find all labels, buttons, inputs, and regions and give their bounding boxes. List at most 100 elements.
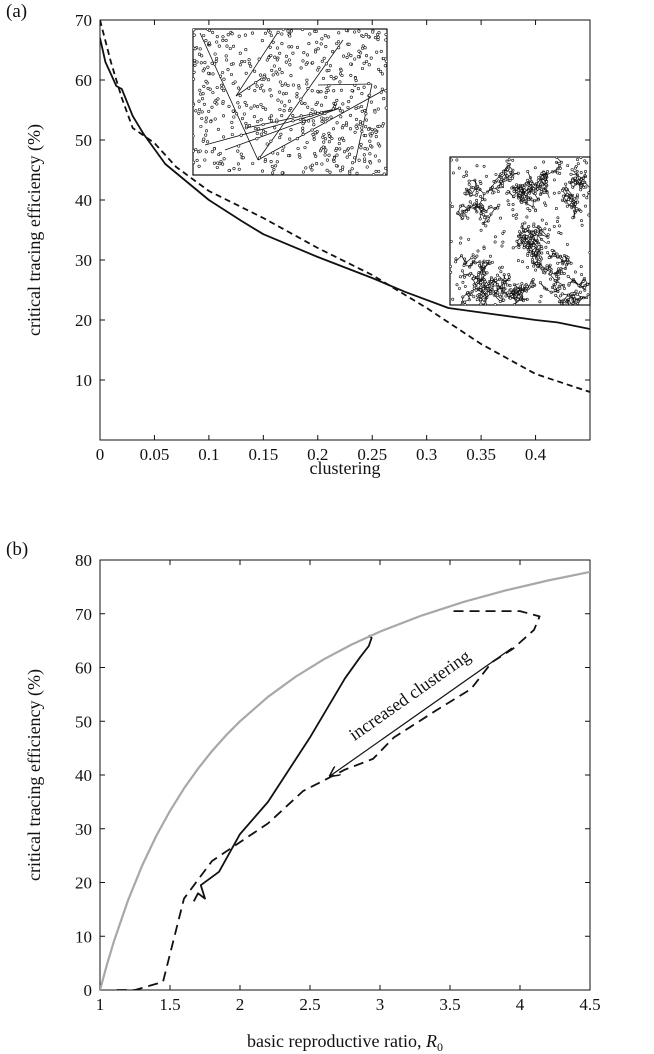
inset-random-node bbox=[274, 164, 278, 168]
inset-cluster-node bbox=[463, 284, 467, 288]
inset-cluster-node bbox=[475, 191, 479, 195]
inset-random-node bbox=[347, 42, 351, 46]
inset-cluster-node bbox=[501, 240, 505, 244]
inset-cluster-node bbox=[526, 170, 530, 174]
panel-b-xtick-label: 2 bbox=[236, 995, 245, 1014]
inset-cluster-node bbox=[579, 188, 583, 192]
clustering-annotation-text: increased clustering bbox=[345, 646, 474, 745]
inset-cluster-node bbox=[562, 272, 566, 275]
inset-cluster-node bbox=[556, 220, 559, 223]
inset-random-node bbox=[276, 98, 280, 102]
inset-random-node bbox=[327, 134, 331, 138]
inset-random-node bbox=[319, 147, 324, 151]
inset-random-node bbox=[284, 54, 289, 58]
inset-cluster-node bbox=[581, 180, 585, 184]
inset-cluster-node bbox=[507, 158, 511, 162]
inset-random-node bbox=[236, 86, 241, 90]
inset-random-node bbox=[380, 72, 384, 76]
inset-cluster-node bbox=[474, 288, 478, 292]
inset-random-node bbox=[326, 35, 330, 39]
inset-random-node bbox=[231, 44, 236, 48]
inset-random-node bbox=[244, 121, 248, 125]
inset-cluster-node bbox=[481, 287, 485, 291]
inset-random-node bbox=[377, 124, 381, 128]
inset-random-node bbox=[288, 63, 292, 67]
inset-cluster-node bbox=[535, 232, 539, 236]
inset-cluster-node bbox=[538, 281, 542, 285]
inset-random-node bbox=[247, 58, 251, 62]
inset-random-node bbox=[306, 105, 310, 109]
inset-random-node bbox=[241, 156, 245, 160]
inset-random-node bbox=[360, 92, 364, 96]
inset-cluster-node bbox=[498, 266, 502, 270]
inset-random-node bbox=[367, 82, 371, 86]
inset-random-node bbox=[322, 140, 326, 144]
inset-random-node bbox=[276, 72, 280, 76]
inset-random-node bbox=[304, 166, 308, 170]
inset-random-node bbox=[222, 77, 226, 81]
inset-random-node bbox=[203, 61, 207, 65]
inset-random-node bbox=[295, 92, 299, 96]
inset-random-node bbox=[339, 169, 343, 173]
inset-random-node bbox=[295, 137, 299, 141]
inset-cluster-link bbox=[558, 146, 560, 151]
inset-cluster-link bbox=[553, 130, 558, 137]
inset-random-node bbox=[311, 119, 315, 123]
inset-random-node bbox=[279, 132, 283, 136]
inset-random-node bbox=[338, 72, 343, 76]
inset-random-node bbox=[365, 147, 369, 151]
inset-cluster-node bbox=[540, 171, 544, 175]
inset-random-node bbox=[333, 102, 338, 106]
inset-random-node bbox=[351, 161, 355, 165]
inset-cluster-node bbox=[490, 260, 494, 264]
inset-cluster-node bbox=[584, 185, 588, 189]
panel-b-ylabel: critical tracing efficiency (%) bbox=[24, 669, 45, 881]
inset-cluster-node bbox=[557, 145, 559, 147]
inset-cluster-node bbox=[563, 298, 567, 302]
inset-random-node bbox=[313, 50, 318, 54]
inset-cluster-link bbox=[604, 280, 609, 286]
inset-cluster-node bbox=[562, 287, 566, 290]
inset-random-node bbox=[193, 103, 195, 107]
inset-cluster-node bbox=[571, 178, 575, 182]
inset-random-node bbox=[332, 77, 336, 81]
inset-cluster-node bbox=[482, 271, 486, 275]
inset-cluster-node bbox=[543, 227, 547, 231]
inset-random-node bbox=[354, 106, 358, 110]
inset-cluster-node bbox=[537, 175, 541, 179]
inset-cluster-node bbox=[525, 235, 529, 239]
panel-b-ytick-label: 30 bbox=[75, 820, 92, 839]
inset-random-node bbox=[283, 82, 287, 86]
panel-a-xtick-label: 0.05 bbox=[140, 445, 170, 464]
inset-random-node bbox=[309, 113, 313, 118]
inset-random-node bbox=[339, 88, 343, 92]
inset-random-node bbox=[286, 83, 290, 88]
inset-cluster-node bbox=[531, 278, 535, 282]
inset-cluster-node bbox=[472, 204, 476, 208]
inset-random-node bbox=[302, 51, 306, 55]
inset-cluster-node bbox=[558, 294, 562, 298]
inset-random-node bbox=[301, 126, 305, 130]
inset-cluster-node bbox=[536, 256, 540, 260]
panel-b-ytick-label: 20 bbox=[75, 874, 92, 893]
clustering-arrow bbox=[330, 647, 513, 776]
inset-random-node bbox=[193, 77, 196, 81]
inset-random-node bbox=[324, 137, 328, 141]
inset-random-node bbox=[357, 29, 361, 33]
inset-random-node bbox=[275, 58, 279, 62]
inset-random-node bbox=[245, 124, 249, 128]
inset-random-node bbox=[369, 144, 373, 148]
inset-random-node bbox=[264, 130, 268, 134]
inset-random-node bbox=[301, 129, 305, 133]
inset-cluster-node bbox=[564, 306, 566, 308]
inset-random-node bbox=[269, 160, 273, 164]
inset-random-node bbox=[287, 58, 291, 62]
inset-cluster-node bbox=[563, 198, 567, 202]
inset-cluster-node bbox=[482, 298, 486, 302]
panel-b: (b) 1 1.5 2 2.5 3 3.5 4 4.5 0 10 20 30 40 50 60 70 80 in… bbox=[6, 539, 601, 1054]
inset-cluster-node bbox=[450, 201, 452, 205]
inset-random-node bbox=[382, 172, 386, 175]
inset-random-node bbox=[354, 124, 358, 129]
inset-cluster-node bbox=[556, 216, 560, 220]
